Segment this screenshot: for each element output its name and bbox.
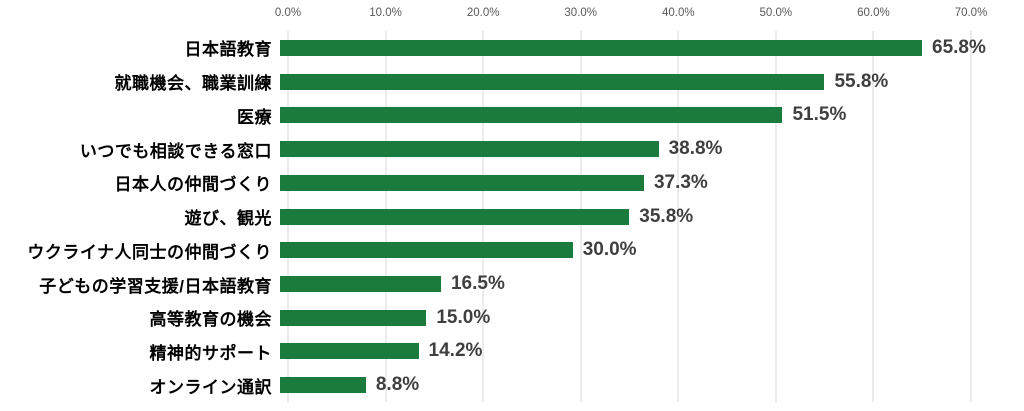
x-axis-tick-label: 10.0%: [369, 7, 402, 19]
value-label: 55.8%: [834, 70, 889, 92]
value-label: 35.8%: [639, 205, 694, 227]
value-label: 37.3%: [653, 171, 708, 193]
x-axis-tick-label: 50.0%: [759, 7, 793, 19]
x-axis: 0.0% 10.0% 20.0% 30.0% 40.0% 50.0% 60.0% 70.0%: [275, 7, 987, 23]
bar-track: 15.0%: [280, 301, 1016, 335]
bar: [280, 107, 783, 124]
chart-row: オンライン通訳 8.8%: [0, 368, 1024, 402]
category-label: 精神的サポート: [149, 343, 272, 363]
category-label: オンライン通訳: [149, 377, 272, 397]
chart-row: 日本語教育 65.8%: [0, 31, 1024, 65]
x-axis-tick-label: 0.0%: [274, 7, 302, 19]
bar: [280, 343, 419, 360]
category-label: 医療: [237, 107, 272, 127]
value-label: 65.8%: [932, 36, 986, 58]
chart-row: 医療 51.5%: [0, 98, 1024, 132]
category-label: 子どもの学習支援/日本語教育: [39, 276, 272, 296]
category-label: ウクライナ人同士の仲間づくり: [27, 242, 272, 262]
category-label: いつでも相談できる窓口: [79, 141, 272, 161]
x-axis-tick-label: 20.0%: [466, 7, 500, 19]
chart-row: 子どもの学習支援/日本語教育 16.5%: [0, 267, 1024, 301]
bar: [280, 174, 644, 191]
chart-row: 日本人の仲間づくり 37.3%: [0, 166, 1024, 200]
bar: [280, 309, 427, 326]
bar: [280, 276, 441, 292]
bar: [280, 141, 659, 158]
category-label: 就職機会、職業訓練: [114, 74, 272, 94]
gridline: [970, 31, 972, 402]
chart-row: 就職機会、職業訓練 55.8%: [0, 65, 1024, 99]
gridline: [872, 31, 874, 402]
bar-track: 65.8%: [280, 31, 1016, 65]
bar-track: 16.5%: [280, 267, 1016, 301]
chart-row: ウクライナ人同士の仲間づくり 30.0%: [0, 233, 1024, 267]
value-label: 30.0%: [582, 239, 637, 261]
bar-track: 8.8%: [280, 368, 1016, 402]
chart-row: いつでも相談できる窓口 38.8%: [0, 132, 1024, 166]
bar: [280, 242, 573, 259]
gridline: [677, 31, 679, 402]
chart-row: 精神的サポート 14.2%: [0, 335, 1024, 369]
category-label: 日本語教育: [184, 40, 272, 60]
bar-track: 38.8%: [280, 132, 1016, 166]
chart-row: 遊び、観光 35.8%: [0, 200, 1024, 234]
x-axis-tick-label: 70.0%: [954, 7, 988, 19]
x-axis-tick-label: 40.0%: [661, 7, 695, 19]
chart-rows: 日本語教育 65.8% 就職機会、職業訓練 55.8% 医療 51.5% いつでも相談できる…: [0, 31, 1024, 402]
bar: [280, 377, 366, 394]
bar: [280, 39, 923, 56]
bar-track: 55.8%: [280, 65, 1016, 99]
category-label: 日本人の仲間づくり: [114, 175, 272, 195]
value-label: 38.8%: [668, 138, 723, 160]
bar-track: 51.5%: [280, 98, 1016, 132]
x-axis-tick-label: 30.0%: [564, 7, 598, 19]
gridline: [775, 31, 777, 402]
value-label: 15.0%: [436, 306, 491, 328]
chart-row: 高等教育の機会 15.0%: [0, 301, 1024, 335]
category-label: 高等教育の機会: [149, 310, 272, 330]
bar-track: 30.0%: [280, 233, 1016, 267]
value-label: 16.5%: [450, 273, 505, 294]
bar-track: 37.3%: [280, 166, 1016, 200]
bar: [280, 208, 630, 225]
value-label: 14.2%: [428, 340, 483, 362]
bar: [280, 73, 825, 90]
bar-track: 35.8%: [280, 200, 1016, 234]
value-label: 8.8%: [375, 374, 420, 396]
category-label: 遊び、観光: [184, 209, 272, 229]
bar-track: 14.2%: [280, 335, 1016, 369]
value-label: 51.5%: [792, 104, 847, 126]
x-axis-tick-label: 60.0%: [857, 7, 890, 19]
